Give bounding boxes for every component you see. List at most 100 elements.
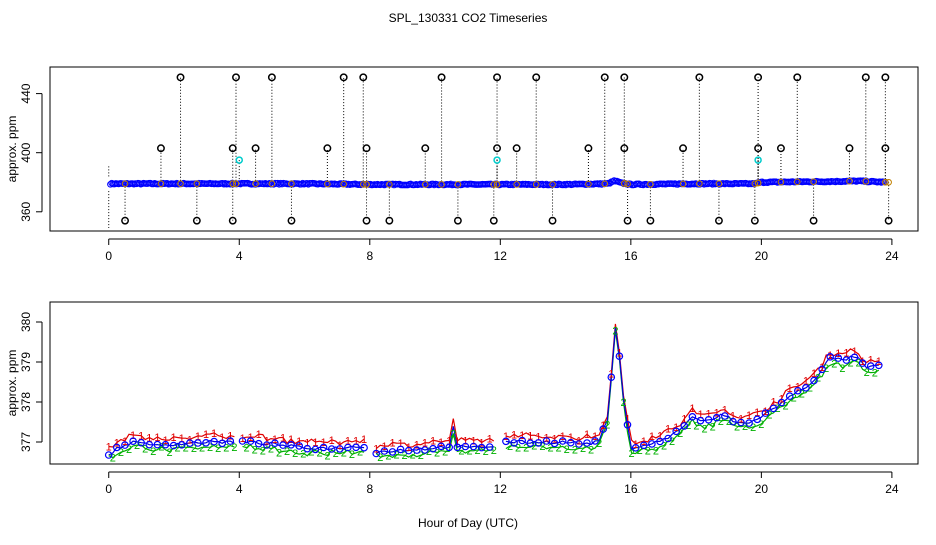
top-x-tick-label: 24	[885, 249, 899, 263]
series-2-marker: 2	[175, 442, 181, 454]
series-1-marker: 1	[762, 406, 768, 418]
series-3-marker	[639, 441, 648, 450]
top-spike-base-point	[754, 179, 762, 187]
series-2-line	[242, 444, 365, 457]
bottom-x-tick-label: 4	[236, 482, 243, 496]
series-2-marker: 2	[377, 452, 383, 464]
top-high-spike-point	[861, 73, 870, 82]
top-high-spike-point	[359, 73, 368, 82]
top-cyan-point	[754, 156, 762, 164]
top-mid-spike-point	[512, 144, 521, 153]
top-high-spike-point	[437, 73, 446, 82]
series-1-marker: 1	[422, 438, 428, 450]
series-3-marker	[421, 446, 429, 454]
series-1-marker: 1	[256, 429, 262, 441]
series-2-marker: 2	[410, 450, 416, 462]
series-3-marker	[445, 443, 454, 452]
series-1-marker: 1	[657, 431, 663, 443]
top-panel: approx. ppm 0 4 8 12 16 20 24 360 400 440	[5, 66, 919, 263]
top-low-spike-point	[809, 216, 818, 225]
series-3-marker	[566, 438, 575, 447]
series-3-marker	[177, 440, 186, 449]
top-spike-base-point	[793, 178, 801, 186]
series-1-marker: 1	[860, 356, 866, 368]
series-2-marker: 2	[531, 440, 537, 452]
series-3-marker	[502, 437, 510, 446]
top-y-tick-label: 400	[19, 142, 33, 162]
top-low-spike-point	[548, 216, 557, 225]
top-low-spike-point	[884, 216, 893, 225]
series-1-marker: 1	[681, 414, 687, 426]
series-3-marker	[712, 413, 721, 422]
top-high-spike-point	[600, 73, 609, 82]
top-spike-base-point	[177, 180, 184, 188]
series-1-marker: 1	[179, 433, 185, 445]
series-1-marker: 1	[329, 435, 335, 447]
series-1-marker: 1	[827, 350, 833, 362]
series-3-marker	[202, 438, 210, 447]
series-2-marker: 2	[588, 445, 594, 457]
series-3-marker	[526, 439, 535, 448]
series-3-marker	[404, 446, 413, 455]
series-2-marker: 2	[653, 445, 659, 457]
bottom-y-axis-label: approx. ppm	[5, 350, 19, 417]
series-2-marker: 2	[158, 442, 164, 454]
series-3-marker	[327, 445, 336, 453]
series-2-marker: 2	[166, 447, 172, 459]
top-high-spike-point	[267, 73, 276, 82]
series-3-marker	[558, 437, 567, 445]
series-3-marker	[834, 354, 843, 362]
series-1-marker: 1	[288, 434, 294, 446]
series-1-marker: 1	[454, 436, 460, 448]
bottom-y-tick-label: 379	[19, 352, 33, 372]
series-1-marker: 1	[195, 431, 201, 443]
top-spike-base-point	[679, 180, 687, 188]
top-spike-base-point	[268, 180, 276, 188]
series-1-marker: 1	[665, 424, 671, 436]
series-2-marker: 2	[393, 450, 399, 462]
series-3-marker	[279, 441, 287, 449]
top-low-spike-point	[362, 216, 371, 225]
series-3-marker	[372, 449, 381, 458]
series-3-marker	[688, 412, 697, 421]
series-2-marker: 2	[426, 446, 432, 458]
top-spike-base-point	[585, 180, 592, 188]
top-spike-base-point	[229, 180, 237, 188]
series-1-marker: 1	[462, 435, 468, 447]
series-3-marker	[850, 353, 859, 362]
series-1-marker: 1	[296, 436, 302, 448]
top-mid-spike-point	[845, 144, 854, 153]
series-2-marker: 2	[693, 421, 699, 433]
top-spike-base-point	[862, 178, 870, 185]
series-2-marker: 2	[669, 436, 675, 448]
series-2-marker: 2	[150, 446, 156, 458]
bottom-y-tick-label: 377	[19, 432, 33, 452]
series-2-marker: 2	[231, 442, 237, 454]
series-3-marker	[704, 415, 713, 424]
series-1-marker: 1	[811, 368, 817, 380]
series-3-marker	[186, 439, 194, 447]
series-1-marker: 1	[770, 397, 776, 409]
series-3-marker	[818, 365, 826, 374]
series-1-marker: 1	[470, 435, 476, 447]
series-3-marker	[761, 409, 770, 417]
series-2-marker: 2	[831, 359, 837, 371]
series-2-marker: 2	[637, 445, 643, 457]
series-2-marker: 2	[734, 421, 740, 433]
bottom-y-tick-label: 378	[19, 392, 33, 412]
top-mid-spike-point	[362, 144, 371, 153]
top-mid-spike-point	[228, 144, 237, 153]
top-mid-spike-point	[156, 144, 165, 153]
series-3-marker	[380, 447, 389, 455]
series-1-marker: 1	[689, 403, 695, 415]
series-3-marker	[246, 437, 255, 445]
series-2-marker: 2	[134, 440, 140, 452]
series-1-marker: 1	[446, 436, 452, 448]
top-spike-base-point	[324, 180, 331, 188]
top-low-spike-point	[385, 216, 394, 225]
series-3-marker	[648, 440, 656, 448]
series-1-marker: 1	[527, 430, 533, 442]
top-spike-base-point	[454, 181, 462, 188]
top-low-spike-point	[453, 216, 462, 225]
series-2-marker: 2	[183, 442, 189, 454]
